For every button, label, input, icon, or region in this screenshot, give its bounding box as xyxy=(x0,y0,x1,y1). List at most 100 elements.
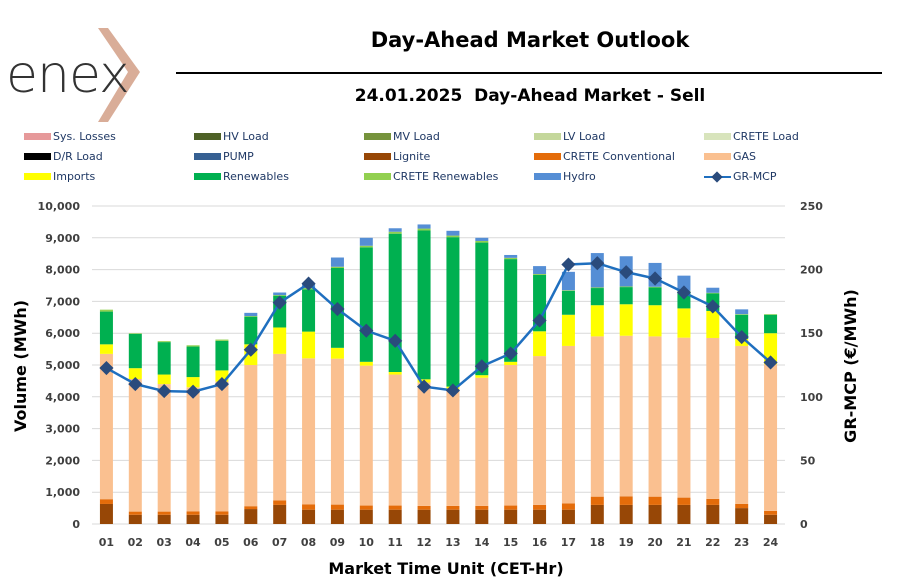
bar-hydro-09 xyxy=(330,257,344,267)
bar-gas-22 xyxy=(706,337,720,499)
legend-swatch xyxy=(364,133,391,140)
legend-label: Hydro xyxy=(563,170,596,183)
x-tick-label: 06 xyxy=(243,536,259,549)
bar-lignite-15 xyxy=(504,509,518,524)
gr-mcp-marker-18 xyxy=(590,256,605,271)
bar-crete-conventional-07 xyxy=(273,500,287,505)
bar-gas-23 xyxy=(735,345,749,504)
bar-lignite-23 xyxy=(735,508,749,524)
legend-swatch xyxy=(364,153,391,160)
bar-renewables-18 xyxy=(590,288,604,306)
bar-gas-06 xyxy=(244,365,258,507)
legend-swatch xyxy=(194,173,221,180)
bar-crete-conventional-15 xyxy=(504,505,518,510)
legend-item-gr-mcp: GR-MCP xyxy=(704,170,777,183)
bar-renewables-14 xyxy=(475,242,489,376)
gr-mcp-marker-24 xyxy=(763,355,778,370)
bar-imports-24 xyxy=(764,333,778,365)
bar-gas-11 xyxy=(388,374,402,506)
legend-label: HV Load xyxy=(223,130,269,143)
y2-tick-label: 150 xyxy=(800,327,823,340)
bar-renewables-24 xyxy=(764,314,778,334)
bar-imports-03 xyxy=(157,374,171,385)
bar-crete-conventional-12 xyxy=(417,505,431,510)
legend-label: Lignite xyxy=(393,150,431,163)
bar-hydro-12 xyxy=(417,224,431,229)
bar-crete-renewables-13 xyxy=(446,235,460,238)
bar-crete-conventional-19 xyxy=(619,496,633,505)
bar-crete-conventional-09 xyxy=(330,504,344,510)
legend-item-d-r-load: D/R Load xyxy=(24,150,103,163)
y-tick-label: 1,000 xyxy=(45,486,80,499)
bar-crete-renewables-24 xyxy=(764,314,778,315)
gr-mcp-marker-09 xyxy=(330,301,345,317)
x-tick-label: 14 xyxy=(474,536,490,549)
gr-mcp-marker-12 xyxy=(416,379,432,394)
bar-crete-conventional-17 xyxy=(561,503,575,510)
x-tick-label: 12 xyxy=(416,536,431,549)
y-tick-label: 0 xyxy=(72,518,80,531)
legend-item-renewables: Renewables xyxy=(194,170,289,183)
bar-imports-18 xyxy=(590,305,604,337)
bar-renewables-01 xyxy=(99,311,113,345)
y-tick-label: 3,000 xyxy=(45,423,80,436)
x-tick-label: 07 xyxy=(272,536,287,549)
stacked-bar-chart: 0 1,000 2,000 3,000 4,000 5,000 6,000 7,000 8,00… xyxy=(11,200,860,578)
y2-tick-label: 0 xyxy=(800,518,808,531)
gr-mcp-marker-01 xyxy=(99,360,114,376)
bar-renewables-04 xyxy=(186,346,200,378)
legend-item-mv-load: MV Load xyxy=(364,130,440,143)
bar-imports-04 xyxy=(186,377,200,388)
bar-crete-renewables-10 xyxy=(359,245,373,248)
legend-swatch xyxy=(534,133,561,140)
legend-item-crete-conventional: CRETE Conventional xyxy=(534,150,675,163)
gr-mcp-marker-20 xyxy=(647,271,663,286)
gr-mcp-marker-06 xyxy=(243,342,258,357)
bar-imports-11 xyxy=(388,371,402,375)
gr-mcp-marker-13 xyxy=(445,383,461,398)
bar-crete-renewables-19 xyxy=(619,286,633,288)
bar-crete-renewables-14 xyxy=(475,240,489,243)
bar-imports-08 xyxy=(302,331,316,359)
bar-lignite-12 xyxy=(417,509,431,524)
bar-renewables-13 xyxy=(446,237,460,387)
bar-crete-renewables-20 xyxy=(648,286,662,288)
gr-mcp-marker-11 xyxy=(388,333,403,348)
bar-gas-12 xyxy=(417,382,431,506)
legend-swatch xyxy=(364,173,391,180)
bar-renewables-03 xyxy=(157,342,171,375)
bar-crete-conventional-18 xyxy=(590,496,604,505)
bar-crete-conventional-20 xyxy=(648,496,662,505)
bar-crete-conventional-21 xyxy=(677,497,691,505)
bar-crete-conventional-02 xyxy=(128,511,142,515)
legend-label: GR-MCP xyxy=(733,170,777,183)
enex-logo: enex xyxy=(0,20,170,130)
bar-imports-22 xyxy=(706,310,720,338)
gr-mcp-marker-22 xyxy=(705,299,720,314)
bar-hydro-16 xyxy=(533,266,547,275)
x-tick-label: 24 xyxy=(763,536,779,549)
x-tick-label: 19 xyxy=(619,536,634,549)
legend-swatch xyxy=(24,133,51,140)
x-tick-label: 04 xyxy=(185,536,201,549)
bar-crete-renewables-18 xyxy=(590,287,604,289)
bar-crete-renewables-02 xyxy=(128,333,142,334)
x-tick-label: 16 xyxy=(532,536,548,549)
gr-mcp-marker-15 xyxy=(503,346,518,361)
bar-imports-09 xyxy=(330,347,344,359)
bar-imports-14 xyxy=(475,375,489,378)
bar-crete-conventional-24 xyxy=(764,510,778,515)
gr-mcp-marker-14 xyxy=(474,359,489,374)
bar-renewables-17 xyxy=(561,290,575,315)
bar-crete-renewables-01 xyxy=(99,309,113,312)
bar-lignite-05 xyxy=(215,514,229,524)
bar-gas-03 xyxy=(157,384,171,512)
legend-label: CRETE Conventional xyxy=(563,150,675,163)
legend-item-crete-renewables: CRETE Renewables xyxy=(364,170,498,183)
bar-crete-renewables-22 xyxy=(706,292,720,294)
bar-crete-renewables-23 xyxy=(735,314,749,315)
bar-lignite-11 xyxy=(388,509,402,524)
bar-lignite-07 xyxy=(273,504,287,524)
x-tick-label: 08 xyxy=(301,536,316,549)
bar-crete-conventional-06 xyxy=(244,506,258,510)
